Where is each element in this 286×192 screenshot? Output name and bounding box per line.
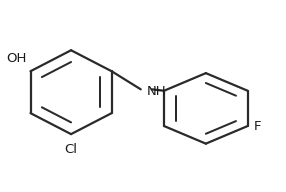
Text: OH: OH	[6, 52, 27, 65]
Text: Cl: Cl	[65, 143, 78, 156]
Text: NH: NH	[147, 85, 166, 98]
Text: F: F	[254, 120, 261, 132]
